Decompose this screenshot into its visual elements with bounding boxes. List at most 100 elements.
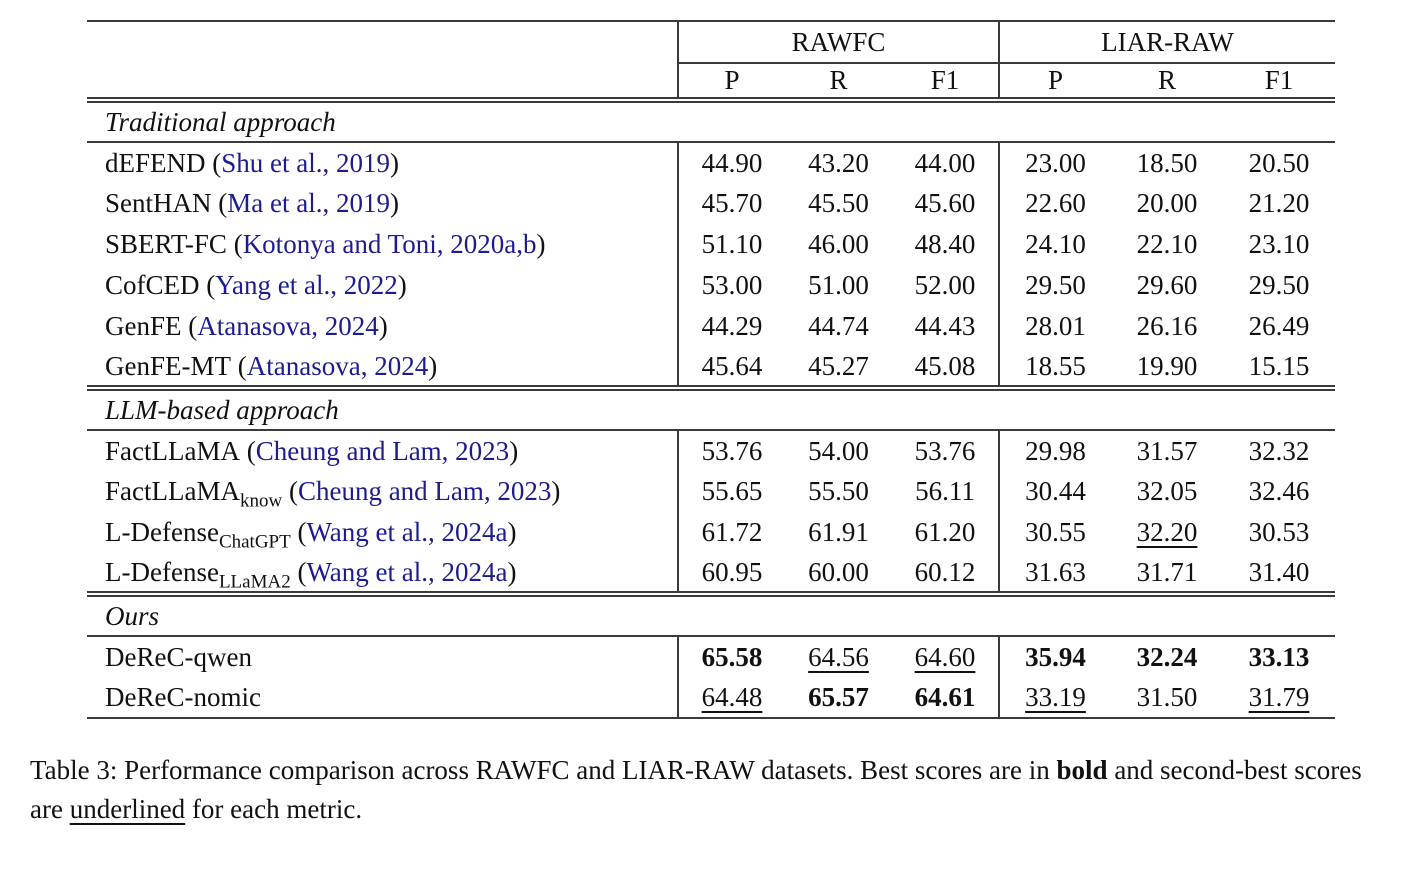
score-value: 65.57 bbox=[808, 681, 869, 712]
score-value: 54.00 bbox=[808, 435, 869, 466]
citation-paren-open: ( bbox=[226, 229, 243, 259]
citation-link[interactable]: Shu et al., 2019 bbox=[221, 147, 390, 178]
dataset-header-row: RAWFC LIAR-RAW bbox=[87, 21, 1336, 100]
score-cell: 31.79 bbox=[1223, 677, 1336, 719]
citation-link[interactable]: Ma et al., 2019 bbox=[227, 188, 390, 218]
method-name: SBERT-FC bbox=[105, 229, 227, 259]
score-value: 65.58 bbox=[701, 641, 763, 672]
metric-header-f1: F1 bbox=[930, 65, 960, 95]
section-label-cell: Traditional approach bbox=[87, 97, 1336, 143]
score-cell: 51.00 bbox=[785, 265, 892, 306]
section-label: Ours bbox=[105, 600, 160, 631]
citation-paren-open: ( bbox=[199, 270, 216, 300]
score-cell: 64.48 bbox=[677, 677, 785, 719]
score-cell: 45.08 bbox=[892, 347, 999, 388]
citation-link[interactable]: Cheung and Lam, 2023 bbox=[297, 476, 552, 506]
citation-paren-open: ( bbox=[282, 476, 298, 506]
score-cell: 45.70 bbox=[677, 183, 785, 224]
score-cell: 22.60 bbox=[998, 183, 1111, 224]
caption-text: and second-best scores are bbox=[30, 755, 1362, 824]
citation-paren-close: ) bbox=[428, 350, 438, 381]
score-cell: 64.60 bbox=[892, 636, 999, 677]
table-row: CofCED (Yang et al., 2022) 53.00 51.00 52.0… bbox=[87, 265, 1335, 306]
score-value: 31.40 bbox=[1248, 556, 1310, 587]
score-value: 32.32 bbox=[1248, 435, 1310, 466]
score-value: 31.71 bbox=[1136, 556, 1198, 587]
score-cell: 53.76 bbox=[677, 430, 785, 471]
score-cell: 29.98 bbox=[998, 430, 1111, 471]
citation-paren-open: ( bbox=[205, 147, 222, 178]
citation-paren-close: ) bbox=[390, 147, 399, 178]
citation-paren-open: ( bbox=[211, 188, 228, 218]
score-value: 53.76 bbox=[701, 435, 763, 466]
citation-paren-close: ) bbox=[507, 556, 517, 587]
citation-link[interactable]: Cheung and Lam, 2023 bbox=[255, 435, 510, 466]
citation-paren-open: ( bbox=[181, 311, 198, 341]
score-cell: 18.50 bbox=[1111, 142, 1223, 183]
score-cell: 48.40 bbox=[892, 224, 999, 265]
score-cell: 29.50 bbox=[998, 265, 1111, 306]
score-value: 64.56 bbox=[808, 641, 869, 672]
method-cell: dEFEND (Shu et al., 2019) bbox=[87, 142, 678, 183]
score-cell: 64.61 bbox=[892, 677, 999, 719]
method-name: DeReC-nomic bbox=[105, 681, 261, 712]
citation-paren-open: ( bbox=[239, 435, 256, 466]
section-label-cell: Ours bbox=[87, 591, 1336, 637]
table-row: L-DefenseChatGPT (Wang et al., 2024a) 61.… bbox=[87, 512, 1335, 553]
score-value: 44.43 bbox=[914, 311, 976, 341]
citation-link[interactable]: Yang et al., 2022 bbox=[215, 270, 398, 300]
score-cell: 19.90 bbox=[1111, 347, 1223, 388]
metric-header-f1: F1 bbox=[1264, 65, 1294, 95]
score-value: 60.12 bbox=[914, 556, 976, 587]
score-value: 51.00 bbox=[808, 270, 869, 300]
score-cell: 61.91 bbox=[785, 512, 892, 553]
score-value: 32.20 bbox=[1136, 517, 1198, 547]
score-value: 60.00 bbox=[808, 556, 869, 587]
caption-text: Table 3: Performance comparison across R… bbox=[30, 755, 1057, 785]
citation-link[interactable]: Wang et al., 2024a bbox=[306, 517, 508, 547]
score-cell: 65.57 bbox=[785, 677, 892, 719]
score-cell: 52.00 bbox=[892, 265, 999, 306]
score-value: 20.50 bbox=[1248, 147, 1310, 178]
caption-text: for each metric. bbox=[185, 794, 363, 824]
score-cell: 53.00 bbox=[677, 265, 785, 306]
score-value: 56.11 bbox=[915, 476, 975, 506]
section-label-cell: LLM-based approach bbox=[87, 385, 1336, 431]
score-value: 52.00 bbox=[914, 270, 976, 300]
method-subscript: know bbox=[239, 490, 283, 512]
score-value: 22.60 bbox=[1025, 188, 1086, 218]
method-name: DeReC-qwen bbox=[105, 641, 252, 672]
score-cell: 61.72 bbox=[677, 512, 785, 553]
score-value: 55.65 bbox=[701, 476, 763, 506]
citation-link[interactable]: Kotonya and Toni, 2020a,b bbox=[242, 229, 537, 259]
score-cell: 44.43 bbox=[892, 306, 999, 347]
table-row: SBERT-FC (Kotonya and Toni, 2020a,b) 51.1… bbox=[87, 224, 1335, 265]
citation-paren-close: ) bbox=[536, 229, 546, 259]
score-value: 28.01 bbox=[1025, 311, 1086, 341]
method-name: L-Defense bbox=[105, 556, 219, 587]
score-cell: 43.20 bbox=[785, 142, 892, 183]
caption-text: underlined bbox=[69, 794, 186, 824]
score-cell: 29.60 bbox=[1111, 265, 1223, 306]
score-cell: 45.60 bbox=[892, 183, 999, 224]
method-cell: SentHAN (Ma et al., 2019) bbox=[87, 183, 678, 224]
citation-paren-open: ( bbox=[230, 350, 247, 381]
citation-link[interactable]: Wang et al., 2024a bbox=[306, 556, 508, 587]
score-value: 15.15 bbox=[1248, 350, 1310, 381]
method-cell: L-DefenseChatGPT (Wang et al., 2024a) bbox=[87, 512, 678, 553]
citation-link[interactable]: Atanasova, 2024 bbox=[246, 350, 429, 381]
score-value: 45.70 bbox=[701, 188, 763, 218]
score-value: 30.44 bbox=[1025, 476, 1086, 506]
score-cell: 55.50 bbox=[785, 471, 892, 512]
score-cell: 31.40 bbox=[1223, 553, 1335, 594]
citation-paren-close: ) bbox=[389, 188, 399, 218]
score-value: 64.48 bbox=[701, 681, 763, 712]
score-value: 31.50 bbox=[1136, 681, 1198, 712]
score-cell: 60.00 bbox=[785, 553, 892, 594]
score-value: 20.00 bbox=[1136, 188, 1198, 218]
score-cell: 32.46 bbox=[1223, 471, 1335, 512]
score-cell: 54.00 bbox=[785, 430, 892, 471]
score-value: 46.00 bbox=[808, 229, 869, 259]
corner-cell bbox=[87, 21, 679, 100]
citation-link[interactable]: Atanasova, 2024 bbox=[197, 311, 379, 341]
